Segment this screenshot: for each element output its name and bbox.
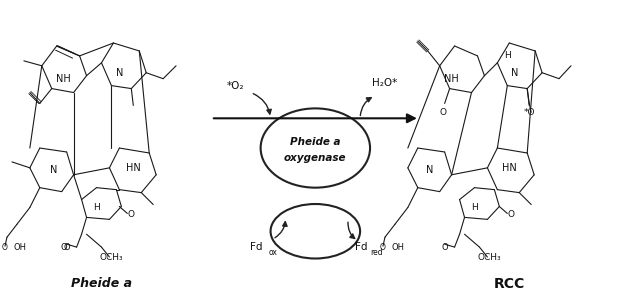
Text: O: O [442, 243, 448, 252]
Text: NH: NH [444, 74, 459, 84]
Text: ox: ox [269, 248, 278, 257]
Text: OCH₃: OCH₃ [477, 252, 501, 262]
Text: H₂O*: H₂O* [372, 78, 397, 88]
Text: O: O [128, 210, 135, 219]
Text: O: O [508, 210, 515, 219]
Text: NH: NH [56, 74, 71, 84]
Text: Fd: Fd [250, 242, 262, 252]
Text: Pheide a: Pheide a [290, 137, 340, 147]
Text: red: red [370, 248, 383, 257]
Text: HN: HN [502, 163, 516, 173]
Text: *O: *O [524, 108, 535, 117]
Text: oxygenase: oxygenase [284, 153, 347, 163]
Text: OH: OH [13, 243, 26, 252]
Text: N: N [50, 165, 58, 175]
Text: O: O [380, 243, 386, 252]
Text: Pheide a: Pheide a [71, 277, 132, 290]
Text: OH: OH [392, 243, 404, 252]
Text: H: H [93, 203, 100, 212]
Text: Fd: Fd [355, 242, 367, 252]
Text: HN: HN [126, 163, 141, 173]
Text: OCH₃: OCH₃ [100, 252, 124, 262]
Text: N: N [426, 165, 433, 175]
Text: O: O [63, 243, 70, 252]
Text: N: N [116, 68, 123, 78]
Text: H: H [471, 203, 478, 212]
Text: RCC: RCC [493, 277, 525, 291]
Text: *O₂: *O₂ [227, 81, 244, 91]
Text: O: O [2, 243, 8, 252]
Text: O: O [439, 108, 446, 117]
Text: N: N [511, 68, 518, 78]
Text: H: H [504, 51, 511, 60]
Text: O: O [60, 243, 67, 252]
